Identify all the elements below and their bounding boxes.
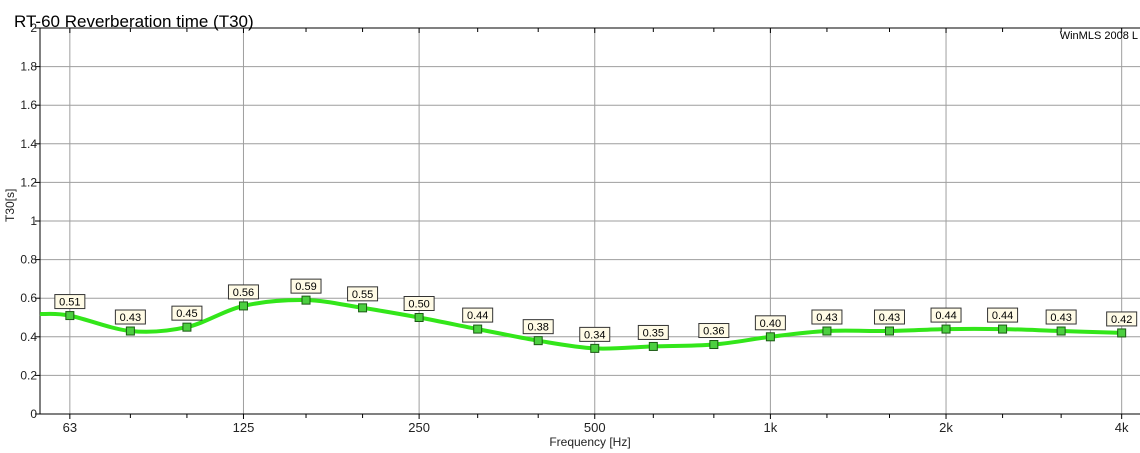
data-point <box>182 322 192 332</box>
y-tick-label: 0 <box>30 407 37 421</box>
y-tick-label: 0.2 <box>20 368 37 382</box>
data-point <box>238 301 248 311</box>
data-label: 0.43 <box>879 312 900 324</box>
data-point <box>709 340 719 350</box>
data-label-box <box>754 315 786 331</box>
data-label: 0.43 <box>120 312 141 324</box>
x-tick-label: 2k <box>939 420 953 435</box>
data-label-box <box>930 307 962 323</box>
data-label-box <box>1106 311 1138 327</box>
y-tick-label: 1.6 <box>20 98 37 112</box>
data-point <box>1056 326 1066 336</box>
data-label: 0.44 <box>467 310 488 322</box>
data-label-box <box>579 326 611 342</box>
data-label: 0.43 <box>816 312 837 324</box>
data-label-box <box>698 323 730 339</box>
data-point <box>648 341 658 351</box>
data-label-box <box>347 286 379 302</box>
data-point <box>765 332 775 342</box>
data-label: 0.44 <box>992 310 1013 322</box>
data-point <box>1117 328 1127 338</box>
data-label: 0.45 <box>176 308 197 320</box>
data-label-box <box>227 284 259 300</box>
data-label: 0.34 <box>584 329 605 341</box>
data-label-box <box>171 305 203 321</box>
data-label: 0.38 <box>527 322 548 334</box>
data-label: 0.50 <box>408 299 429 311</box>
chart-title: RT-60 Reverberation time (T30) <box>14 12 254 31</box>
data-point <box>358 303 368 313</box>
x-tick-label: 63 <box>63 420 77 435</box>
data-label-box <box>637 324 669 340</box>
x-tick-label: 125 <box>233 420 255 435</box>
y-tick-label: 0.4 <box>20 330 37 344</box>
y-tick-label: 1.2 <box>20 175 37 189</box>
data-point <box>301 295 311 305</box>
data-label-box <box>403 296 435 311</box>
data-label-box <box>987 307 1019 323</box>
data-label: 0.43 <box>1050 312 1071 324</box>
data-point <box>533 336 543 346</box>
data-point <box>473 324 483 334</box>
data-point <box>65 311 75 321</box>
data-label: 0.36 <box>703 326 724 338</box>
series-layer <box>39 295 1127 353</box>
x-tick-label: 500 <box>584 420 606 435</box>
y-axis-label: T30[s] <box>3 188 17 222</box>
data-label-box <box>1045 309 1077 325</box>
data-label: 0.59 <box>295 281 316 293</box>
data-label: 0.51 <box>59 297 80 309</box>
data-label-box <box>873 309 905 325</box>
data-point <box>414 313 424 322</box>
y-tick-label: 0.8 <box>20 253 37 267</box>
x-axis-label: Frequency [Hz] <box>549 435 631 449</box>
data-label-box <box>114 309 146 325</box>
data-label: 0.42 <box>1111 314 1132 326</box>
data-label-box <box>811 309 843 325</box>
y-tick-label: 2 <box>30 21 37 35</box>
data-label-box <box>462 307 494 323</box>
data-point <box>998 324 1008 334</box>
data-label: 0.35 <box>643 327 664 339</box>
data-label-box <box>522 319 554 335</box>
data-point <box>941 324 951 334</box>
data-label-box <box>54 294 86 310</box>
y-tick-label: 1 <box>30 214 37 228</box>
data-label-box <box>290 278 322 294</box>
data-label: 0.44 <box>935 310 956 322</box>
data-label: 0.56 <box>233 287 254 299</box>
data-label: 0.40 <box>760 318 781 330</box>
watermark: WinMLS 2008 L <box>1059 30 1138 42</box>
x-tick-label: 4k <box>1115 420 1129 435</box>
data-point <box>822 326 832 336</box>
data-label: 0.55 <box>352 289 373 301</box>
y-tick-label: 0.6 <box>20 291 37 305</box>
x-tick-label: 1k <box>764 420 778 435</box>
x-tick-label: 250 <box>408 420 430 435</box>
data-labels: 0.51 0.43 0.45 0.56 0.59 0.55 0.50 0.44 0.38 0.34… <box>54 278 1138 342</box>
data-point <box>590 343 600 353</box>
y-tick-label: 1.4 <box>20 137 37 151</box>
axes: 0 0.2 0.4 0.6 0.8 1 1.2 1.4 1.6 1.8 2 63 125 250 500 1k… <box>20 21 1140 435</box>
data-point <box>884 326 894 336</box>
y-tick-label: 1.8 <box>20 60 37 74</box>
data-point <box>125 326 135 336</box>
series-line <box>39 298 1122 351</box>
